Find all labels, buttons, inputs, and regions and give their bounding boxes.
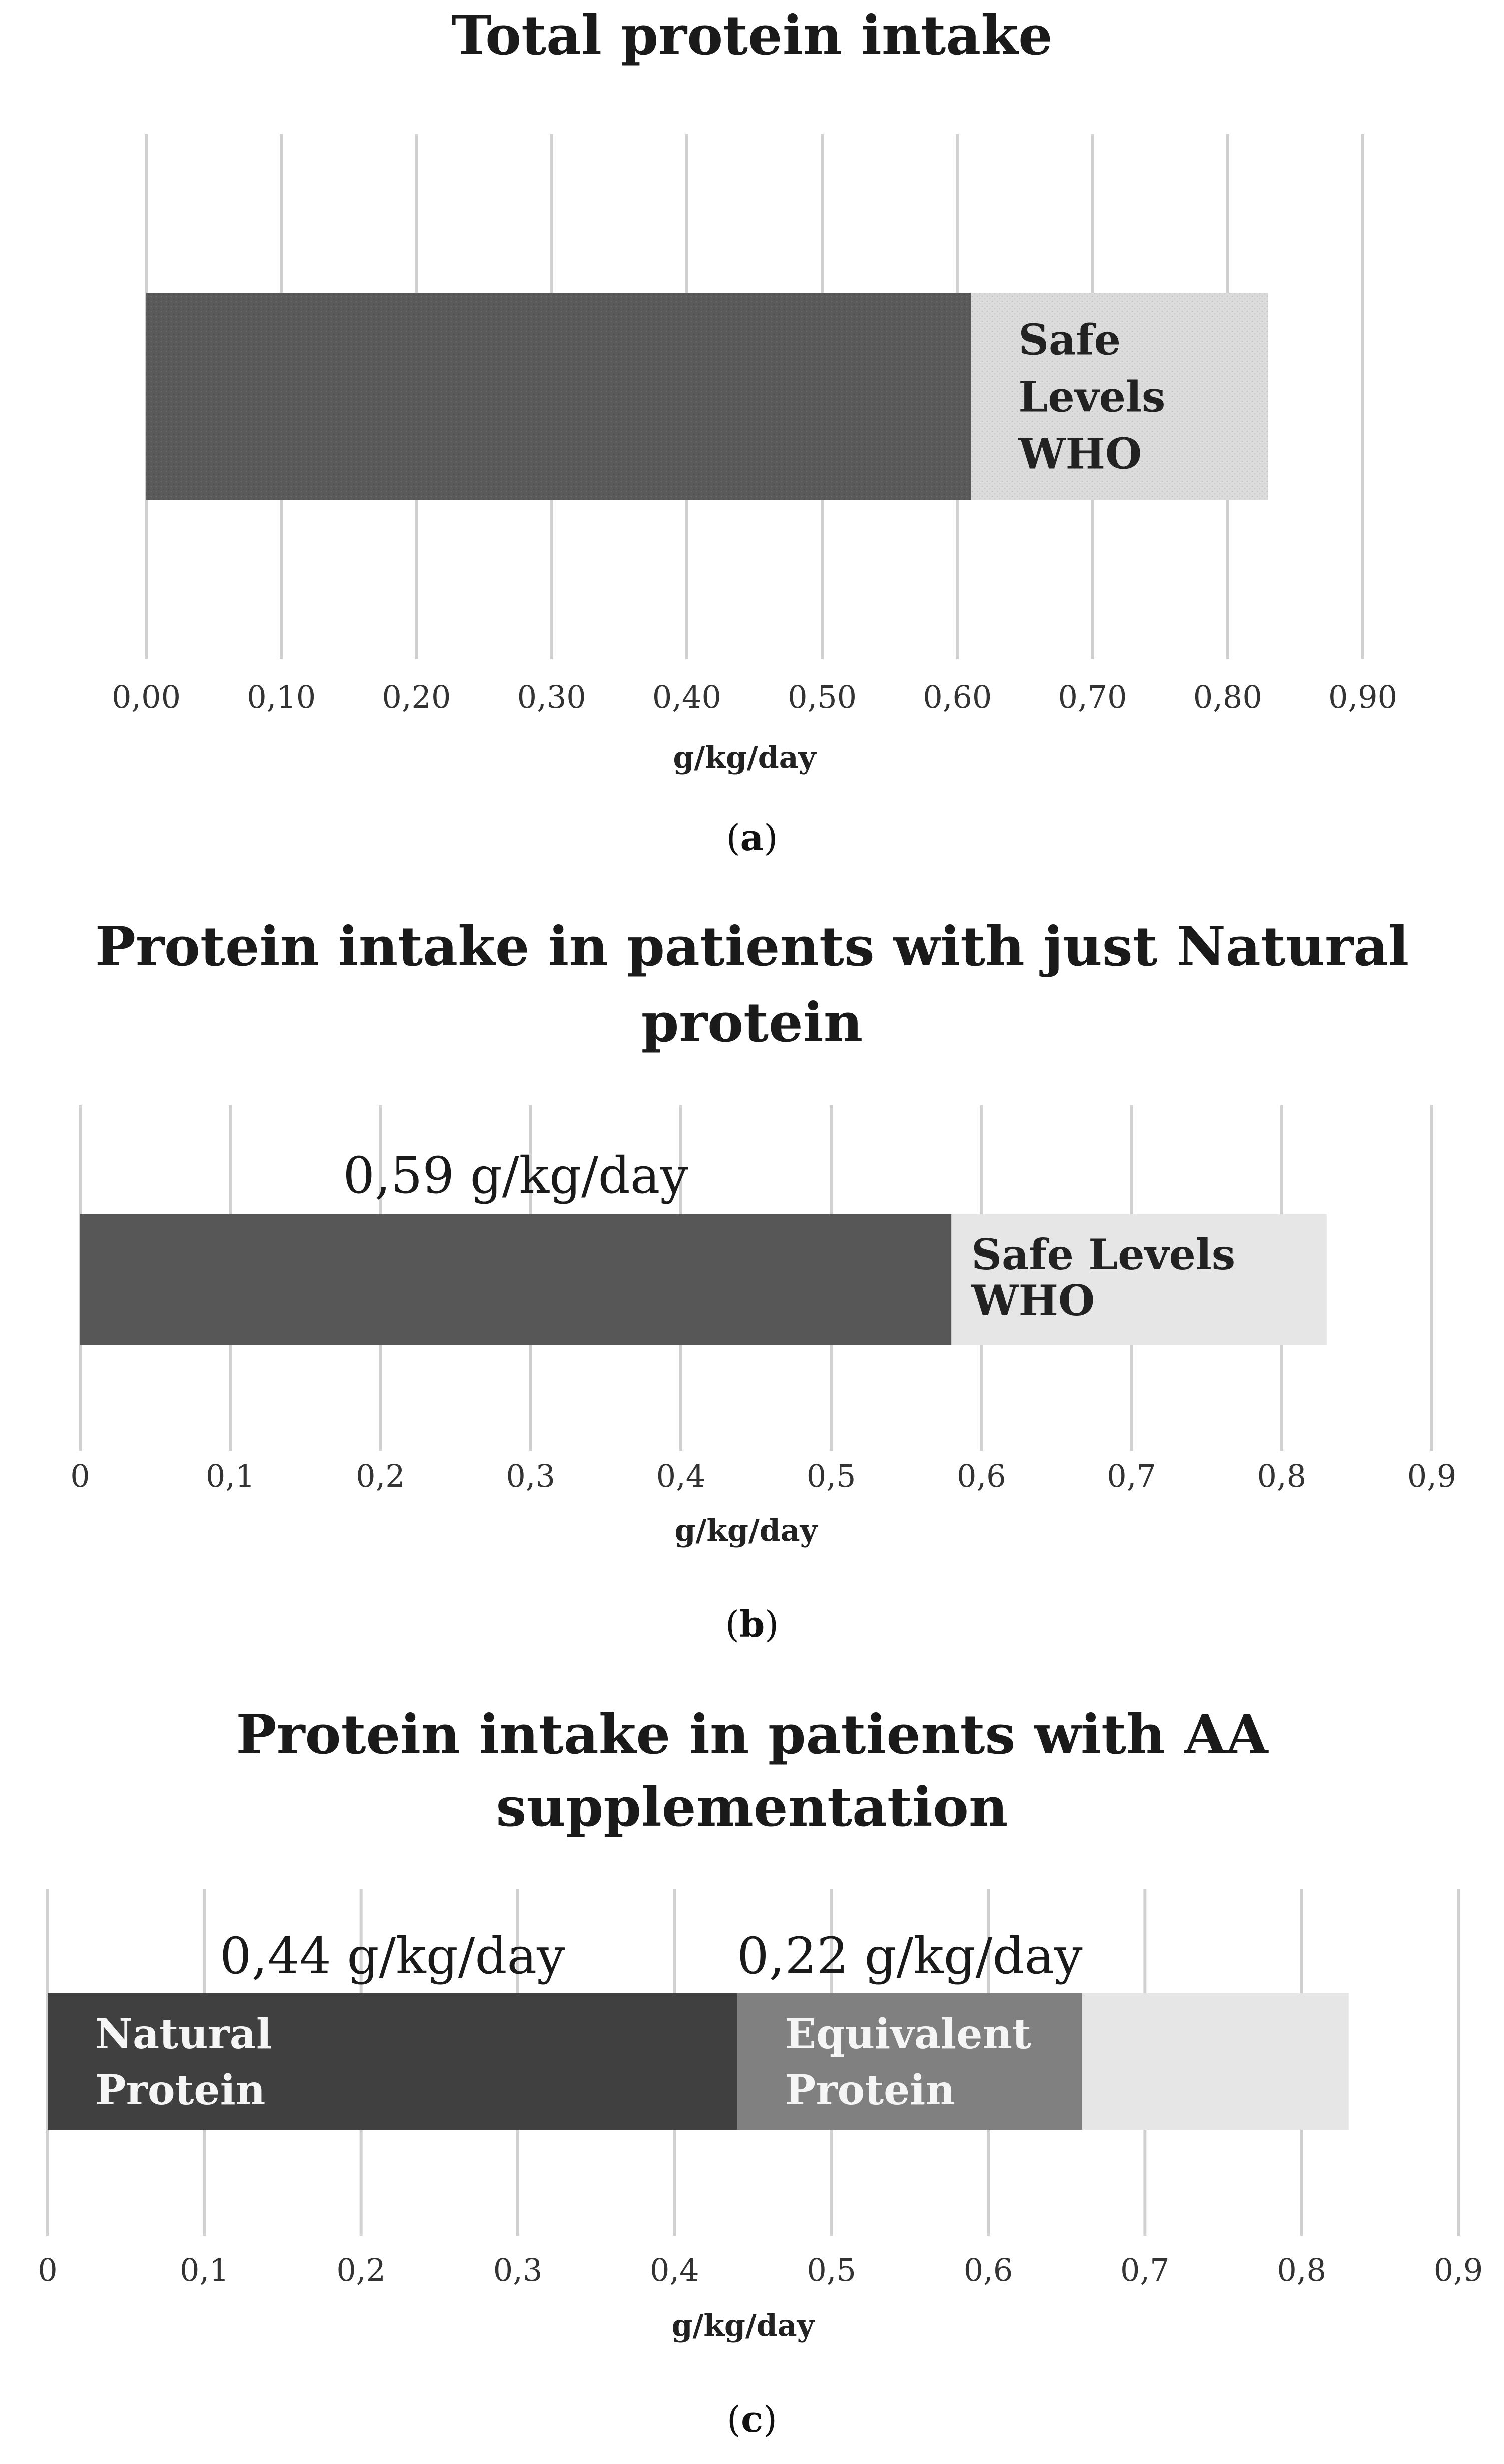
bar-segment-equivalent-protein — [737, 1993, 1082, 2130]
x-tick-label: 0,60 — [923, 679, 992, 715]
panel-caption: (b) — [725, 1603, 779, 1645]
x-tick-label: 0 — [38, 2252, 57, 2288]
x-tick-label: 0,3 — [493, 2252, 543, 2288]
x-tick-label: 0,70 — [1058, 679, 1127, 715]
x-tick-label: 0,8 — [1277, 2252, 1326, 2288]
segment-label: WHO — [971, 1276, 1095, 1325]
bar-segment-total-protein-intake — [146, 293, 971, 500]
x-tick-label: 0,50 — [788, 679, 857, 715]
x-axis-label: g/kg/day — [672, 2308, 816, 2343]
value-label: 0,22 g/kg/day — [737, 1927, 1083, 1985]
x-tick-label: 0,9 — [1407, 1458, 1457, 1494]
x-tick-label: 0,1 — [206, 1458, 255, 1494]
x-tick-label: 0,4 — [650, 2252, 699, 2288]
caption-letter: c — [741, 2398, 763, 2440]
x-tick-label: 0,90 — [1328, 679, 1397, 715]
chart-panel-b: Protein intake in patients with just Nat… — [70, 915, 1456, 1645]
x-tick-label: 0,7 — [1120, 2252, 1170, 2288]
x-tick-label: 0,3 — [506, 1458, 555, 1494]
x-axis-label: g/kg/day — [675, 1513, 819, 1548]
caption-close: ) — [763, 2398, 777, 2440]
x-tick-label: 0 — [70, 1458, 90, 1494]
x-tick-label: 0,2 — [336, 2252, 386, 2288]
caption-open: ( — [726, 817, 740, 859]
x-tick-label: 0,6 — [964, 2252, 1013, 2288]
caption-close: ) — [765, 1603, 779, 1645]
segment-label: Protein — [95, 2066, 265, 2114]
bar-segment-safe-levels-who — [951, 1214, 1327, 1345]
x-tick-label: 0,20 — [382, 679, 451, 715]
chart-title-line: supplementation — [496, 1776, 1008, 1839]
segment-label: Natural — [95, 2010, 272, 2058]
segment-label: Levels — [1018, 372, 1165, 422]
segment-label: Safe — [1018, 315, 1121, 365]
chart-title-line: Protein intake in patients with just Nat… — [95, 915, 1409, 978]
x-tick-label: 0,5 — [807, 1458, 856, 1494]
x-tick-label: 0,1 — [180, 2252, 229, 2288]
x-tick-label: 0,8 — [1257, 1458, 1306, 1494]
x-tick-label: 0,10 — [247, 679, 316, 715]
panel-caption: (c) — [727, 2398, 777, 2440]
chart-title-line: protein — [641, 991, 863, 1054]
x-tick-label: 0,40 — [652, 679, 721, 715]
bar-segment-natural-protein — [80, 1214, 952, 1345]
segment-label: Equivalent — [785, 2010, 1031, 2058]
x-tick-label: 0,00 — [112, 679, 181, 715]
chart-title-line: Total protein intake — [451, 4, 1053, 67]
x-axis-label: g/kg/day — [673, 740, 817, 775]
chart-panel-a: Total protein intake Safe Levels WHO 0,00 0,1… — [112, 4, 1397, 859]
value-label: 0,59 g/kg/day — [343, 1146, 688, 1205]
segment-label: WHO — [1018, 429, 1142, 479]
caption-open: ( — [727, 2398, 741, 2440]
segment-label: Protein — [785, 2066, 955, 2114]
x-tick-label: 0,7 — [1107, 1458, 1156, 1494]
caption-letter: b — [739, 1603, 765, 1645]
panel-caption: (a) — [726, 816, 778, 859]
segment-label: Safe Levels — [971, 1229, 1235, 1279]
x-tick-label: 0,30 — [517, 679, 586, 715]
caption-open: ( — [725, 1603, 739, 1645]
bar-segment-safe-levels-who — [1082, 1993, 1349, 2130]
x-tick-label: 0,5 — [807, 2252, 856, 2288]
chart-title-line: Protein intake in patients with AA — [236, 1703, 1269, 1766]
x-tick-label: 0,80 — [1193, 679, 1262, 715]
x-tick-label: 0,4 — [656, 1458, 706, 1494]
x-tick-label: 0,6 — [957, 1458, 1006, 1494]
value-label: 0,44 g/kg/day — [220, 1927, 565, 1985]
caption-close: ) — [764, 817, 778, 859]
bar-segment-natural-protein — [48, 1993, 737, 2130]
x-tick-label: 0,2 — [356, 1458, 405, 1494]
bar-segment-safe-levels-who — [971, 293, 1268, 500]
chart-panel-c: Protein intake in patients with AA supple… — [38, 1703, 1483, 2440]
x-tick-label: 0,9 — [1434, 2252, 1483, 2288]
caption-letter: a — [740, 816, 764, 859]
